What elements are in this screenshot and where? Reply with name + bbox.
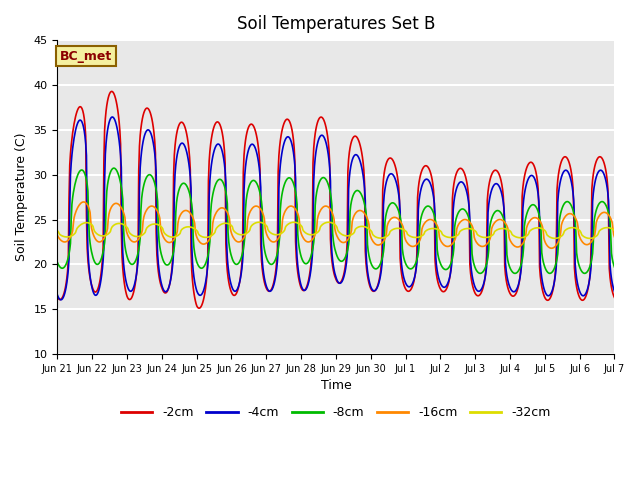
X-axis label: Time: Time [321, 379, 351, 392]
-8cm [394, 206, 402, 212]
-32cm [249, 222, 257, 228]
-32cm [54, 228, 61, 234]
-8cm [54, 260, 61, 265]
-2cm [250, 125, 258, 131]
-2cm [120, 274, 127, 279]
Line: -8cm: -8cm [58, 168, 614, 274]
Line: -4cm: -4cm [58, 117, 614, 300]
-4cm [223, 239, 230, 245]
-8cm [120, 224, 127, 230]
-8cm [222, 189, 230, 195]
-2cm [54, 295, 61, 300]
-16cm [120, 209, 127, 215]
-16cm [271, 239, 278, 245]
-8cm [580, 271, 588, 276]
-2cm [271, 272, 279, 277]
-4cm [109, 114, 116, 120]
-4cm [57, 297, 65, 303]
-16cm [222, 207, 230, 213]
-4cm [250, 143, 258, 149]
Line: -16cm: -16cm [58, 202, 614, 248]
Title: Soil Temperatures Set B: Soil Temperatures Set B [237, 15, 435, 33]
-16cm [250, 204, 257, 210]
-4cm [271, 276, 279, 281]
-8cm [271, 259, 278, 264]
-16cm [611, 234, 618, 240]
-32cm [221, 220, 229, 226]
-2cm [426, 168, 434, 174]
-32cm [119, 221, 127, 227]
-32cm [426, 226, 433, 232]
-8cm [611, 264, 618, 270]
-4cm [54, 292, 61, 298]
Y-axis label: Soil Temperature (C): Soil Temperature (C) [15, 133, 28, 261]
-2cm [611, 295, 618, 300]
-2cm [195, 305, 203, 311]
-8cm [110, 165, 118, 171]
-16cm [547, 245, 555, 251]
-32cm [271, 232, 278, 238]
-32cm [586, 236, 593, 241]
-2cm [108, 88, 116, 94]
-2cm [395, 184, 403, 190]
Line: -32cm: -32cm [58, 222, 614, 239]
-8cm [426, 204, 433, 209]
-32cm [611, 228, 618, 233]
-16cm [80, 199, 88, 205]
Legend: -2cm, -4cm, -8cm, -16cm, -32cm: -2cm, -4cm, -8cm, -16cm, -32cm [116, 401, 556, 424]
-2cm [223, 259, 230, 265]
-4cm [426, 180, 434, 185]
-4cm [611, 288, 618, 294]
-8cm [250, 178, 257, 183]
Line: -2cm: -2cm [58, 91, 614, 308]
-4cm [395, 192, 403, 197]
-32cm [394, 226, 402, 231]
-4cm [120, 267, 128, 273]
-32cm [255, 219, 263, 225]
-16cm [426, 217, 433, 223]
-16cm [54, 232, 61, 238]
-16cm [394, 216, 402, 222]
Text: BC_met: BC_met [60, 49, 113, 62]
